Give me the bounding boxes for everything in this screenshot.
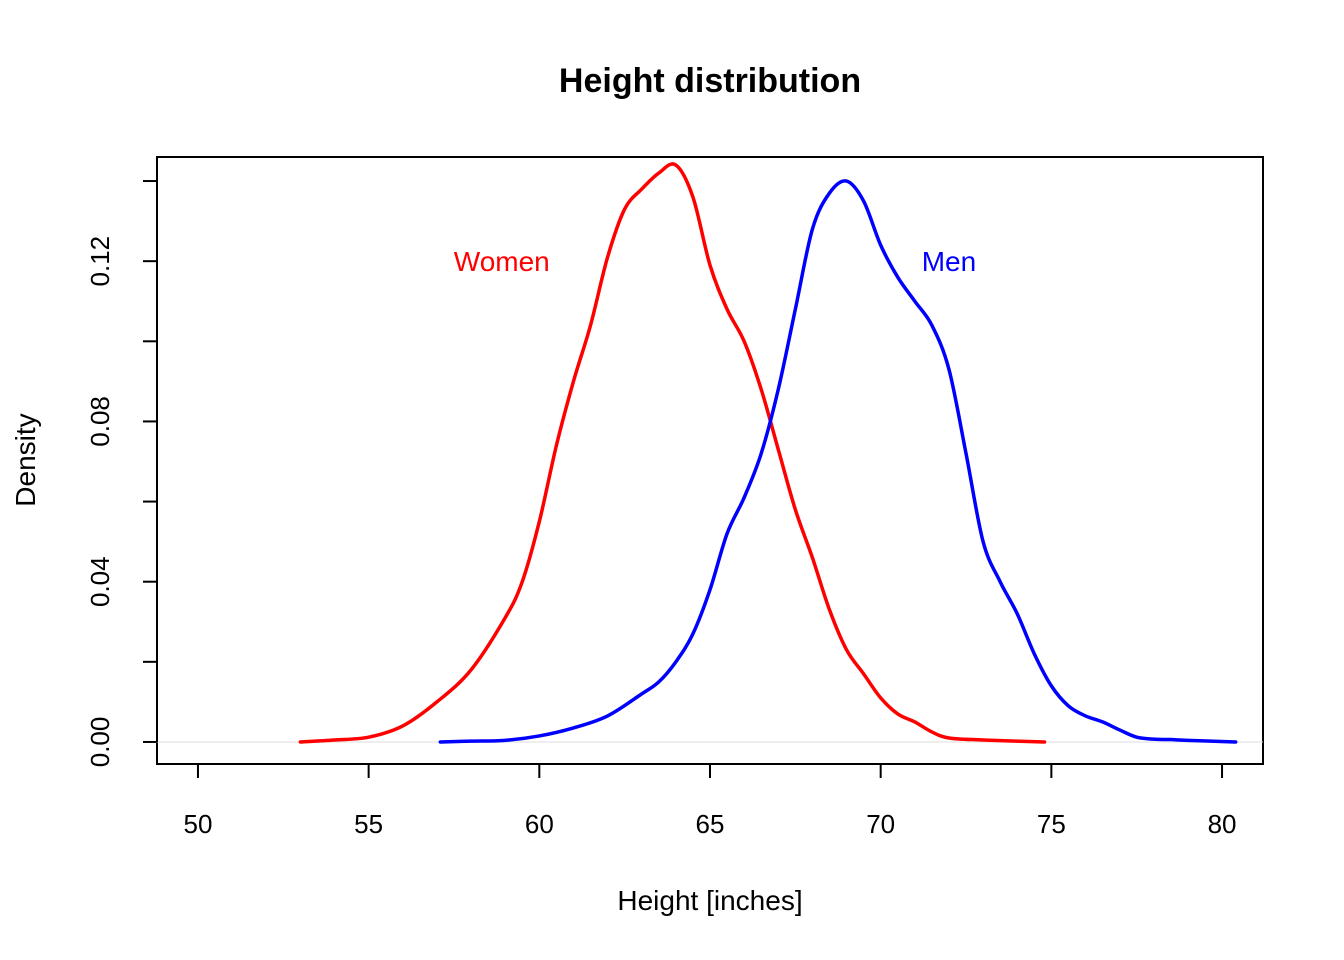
series-label-men: Men	[922, 246, 976, 277]
series-label-women: Women	[454, 246, 550, 277]
annotation-layer: Women Men	[454, 246, 976, 277]
x-tick-label: 60	[525, 809, 554, 839]
y-tick-label: 0.04	[85, 556, 115, 607]
y-tick-label: 0.12	[85, 236, 115, 287]
y-tick-label: 0.00	[85, 717, 115, 768]
y-axis-label: Density	[10, 413, 41, 506]
x-axis-label: Height [inches]	[617, 885, 802, 916]
x-tick-label: 50	[184, 809, 213, 839]
x-tick-label: 55	[354, 809, 383, 839]
chart-title: Height distribution	[559, 62, 861, 100]
series-layer	[298, 162, 1238, 744]
density-line-men	[438, 179, 1238, 744]
plot-frame	[156, 156, 1264, 765]
x-tick-label: 80	[1208, 809, 1237, 839]
x-tick-label: 75	[1037, 809, 1066, 839]
x-axis: 50 55 60 65 70 75 80	[184, 763, 1237, 839]
density-line-women	[298, 162, 1047, 744]
x-tick-label: 65	[696, 809, 725, 839]
y-tick-label: 0.08	[85, 396, 115, 447]
x-tick-label: 70	[866, 809, 895, 839]
y-axis: 0.00 0.04 0.08 0.12	[85, 180, 158, 768]
